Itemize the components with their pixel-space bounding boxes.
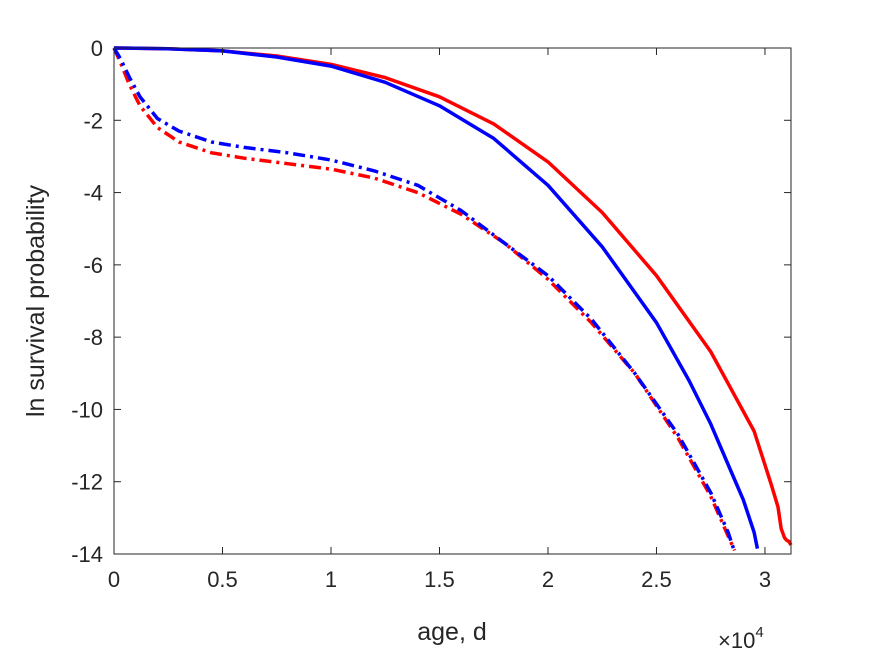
- x-exponent-power: 4: [755, 624, 763, 641]
- x-tick-label: 3: [759, 567, 771, 592]
- x-tick-label: 2.5: [641, 567, 672, 592]
- y-tick-label: -4: [83, 181, 103, 206]
- y-tick-label: -14: [71, 542, 103, 567]
- y-tick-label: -8: [83, 325, 103, 350]
- plot-area: [114, 48, 791, 554]
- x-tick-label: 2: [542, 567, 554, 592]
- series-layer: [112, 46, 793, 552]
- tick-layer: 0 0.5 1 1.5 2 2.5 3 0 -2 -4 -6 -8 -10 -12 -14: [71, 36, 791, 592]
- y-tick-label: -6: [83, 253, 103, 278]
- x-tick-label: 0.5: [207, 567, 238, 592]
- x-exponent-base: ×10: [718, 628, 755, 653]
- x-exponent-label: ×104: [718, 624, 764, 653]
- plot-box: [113, 47, 792, 555]
- y-tick-label: 0: [91, 36, 103, 61]
- x-axis-label: age, d: [417, 618, 487, 646]
- y-axis-label: ln survival probability: [22, 184, 50, 417]
- x-tick-label: 1: [325, 567, 337, 592]
- series-line-4: [112, 47, 736, 550]
- y-tick-label: -12: [71, 470, 103, 495]
- x-tick-label: 1.5: [424, 567, 455, 592]
- series-line-2: [113, 46, 760, 549]
- x-tick-label: 0: [108, 567, 120, 592]
- y-tick-label: -2: [83, 108, 103, 133]
- y-tick-label: -10: [71, 397, 103, 422]
